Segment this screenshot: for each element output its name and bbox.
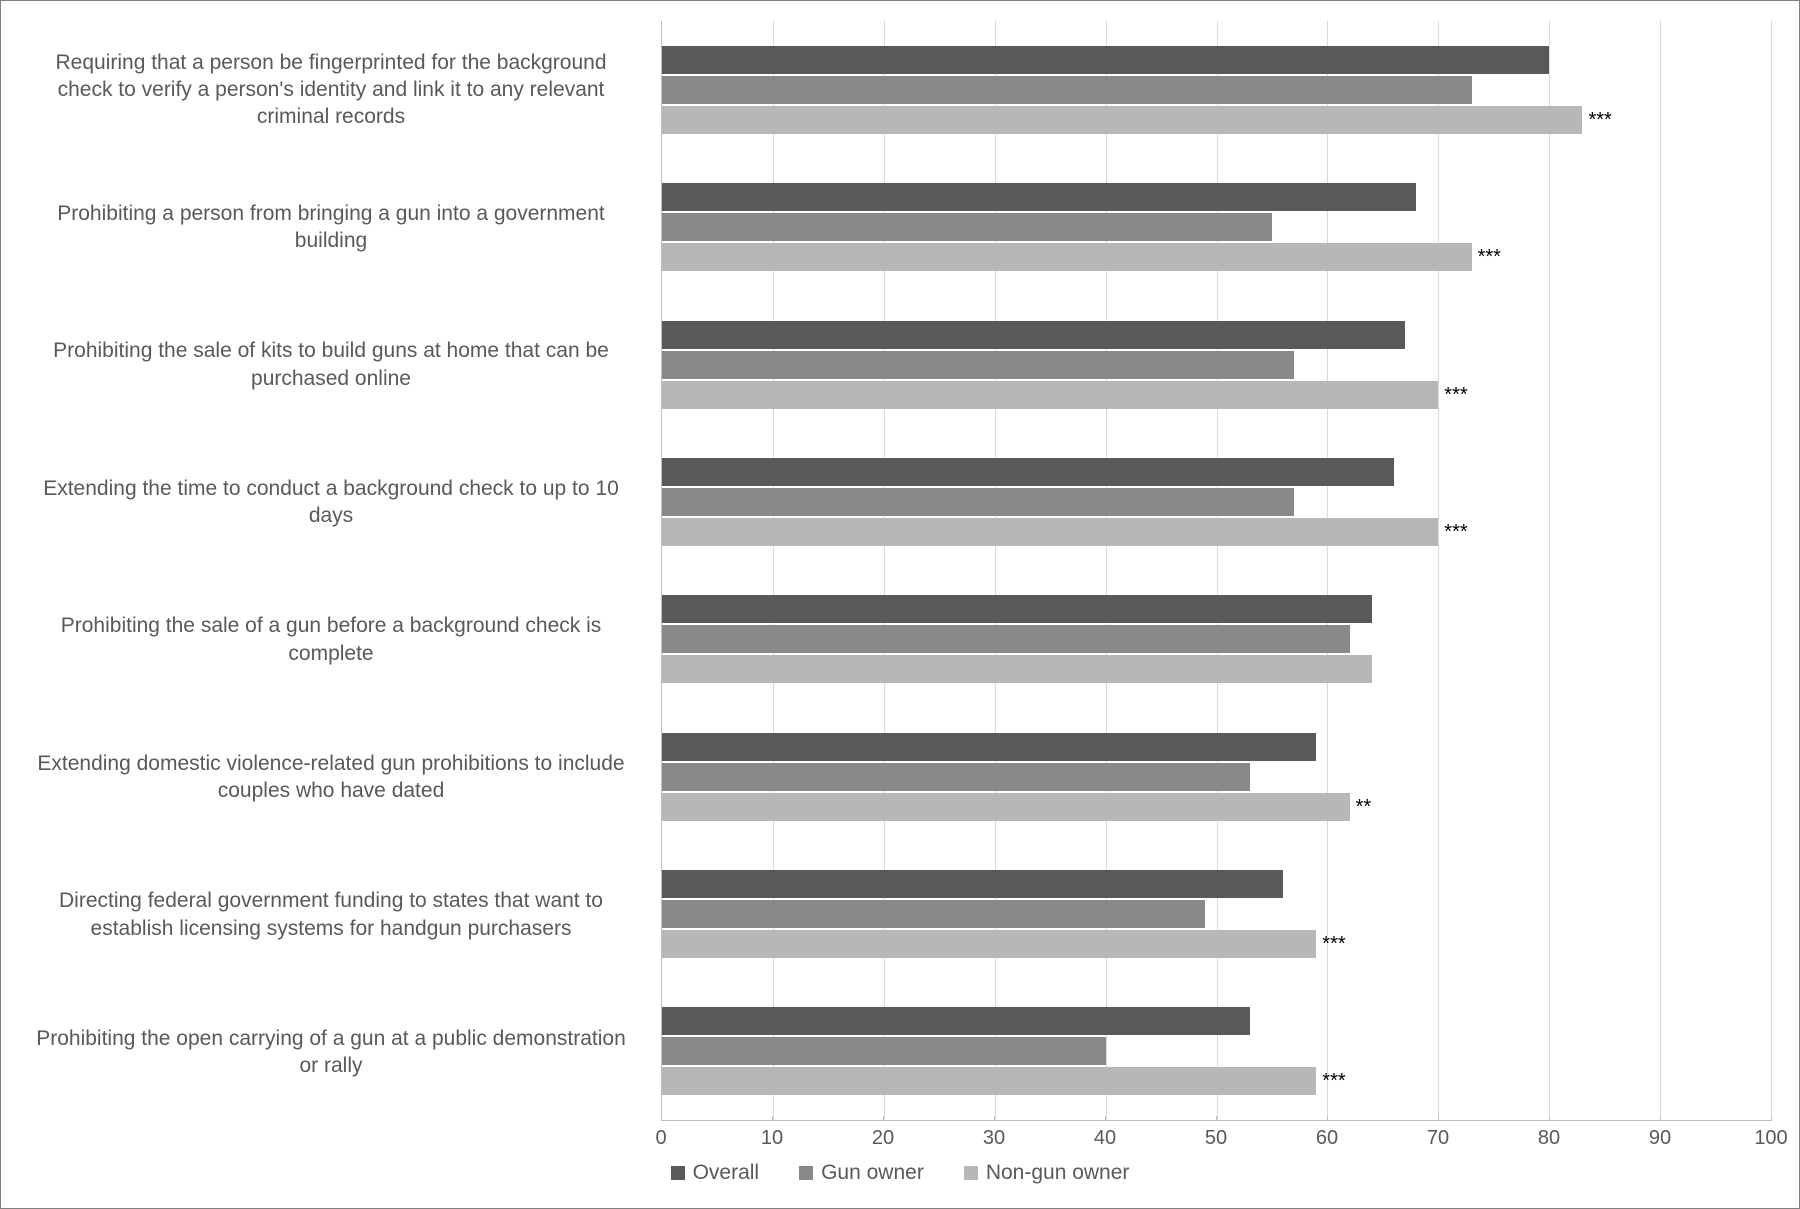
x-tick-label: 90: [1649, 1127, 1671, 1150]
x-tick-label: 20: [872, 1127, 894, 1150]
bar-overall: [662, 595, 1372, 623]
bar-groups: ********************: [662, 21, 1771, 1120]
significance-marker: ***: [1322, 934, 1345, 954]
y-axis-labels: Requiring that a person be fingerprinted…: [21, 21, 641, 1121]
category-label: Prohibiting a person from bringing a gun…: [21, 159, 641, 297]
significance-marker: **: [1356, 797, 1372, 817]
bar-overall: [662, 183, 1416, 211]
legend-item-non-gun-owner: Non-gun owner: [964, 1161, 1130, 1185]
x-axis: 0102030405060708090100: [661, 1121, 1771, 1151]
x-tick-label: 40: [1094, 1127, 1116, 1150]
bar-nongun: [662, 930, 1316, 958]
x-tick-mark: [1105, 1116, 1106, 1121]
legend-label-non-gun-owner: Non-gun owner: [986, 1161, 1130, 1185]
bar-overall: [662, 46, 1549, 74]
bar-nongun: [662, 1067, 1316, 1095]
legend: Overall Gun owner Non-gun owner: [1, 1161, 1799, 1185]
significance-marker: ***: [1444, 522, 1467, 542]
bar-gun: [662, 76, 1472, 104]
chart-container: Requiring that a person be fingerprinted…: [0, 0, 1800, 1209]
category-label: Extending domestic violence-related gun …: [21, 709, 641, 847]
bar-gun: [662, 763, 1250, 791]
category-label: Directing federal government funding to …: [21, 846, 641, 984]
legend-swatch-non-gun-owner: [964, 1166, 978, 1180]
category-label: Requiring that a person be fingerprinted…: [21, 21, 641, 159]
x-tick-mark: [883, 1116, 884, 1121]
category-label: Prohibiting the sale of a gun before a b…: [21, 571, 641, 709]
legend-swatch-overall: [671, 1166, 685, 1180]
bar-overall: [662, 870, 1283, 898]
plot-area: ********************: [661, 21, 1771, 1121]
bar-nongun: [662, 655, 1372, 683]
bar-gun: [662, 213, 1272, 241]
bar-group: **: [662, 708, 1771, 845]
bar-nongun: [662, 106, 1582, 134]
x-tick-mark: [994, 1116, 995, 1121]
legend-swatch-gun-owner: [799, 1166, 813, 1180]
bar-nongun: [662, 793, 1350, 821]
category-label: Extending the time to conduct a backgrou…: [21, 434, 641, 572]
legend-label-gun-owner: Gun owner: [821, 1161, 924, 1185]
legend-item-gun-owner: Gun owner: [799, 1161, 924, 1185]
x-tick-mark: [661, 1116, 662, 1121]
bar-group: ***: [662, 21, 1771, 158]
bar-nongun: [662, 243, 1472, 271]
bar-gun: [662, 625, 1350, 653]
bar-gun: [662, 351, 1294, 379]
bar-overall: [662, 733, 1316, 761]
bar-gun: [662, 1037, 1106, 1065]
category-label: Prohibiting the open carrying of a gun a…: [21, 984, 641, 1122]
bar-group: [662, 571, 1771, 708]
x-tick-mark: [772, 1116, 773, 1121]
bar-overall: [662, 321, 1405, 349]
bar-overall: [662, 1007, 1250, 1035]
x-tick-label: 100: [1754, 1127, 1787, 1150]
bar-gun: [662, 900, 1205, 928]
bar-nongun: [662, 381, 1438, 409]
x-tick-label: 60: [1316, 1127, 1338, 1150]
x-tick-mark: [1549, 1116, 1550, 1121]
bar-nongun: [662, 518, 1438, 546]
bar-group: ***: [662, 296, 1771, 433]
x-tick-label: 0: [655, 1127, 666, 1150]
x-tick-label: 30: [983, 1127, 1005, 1150]
bar-overall: [662, 458, 1394, 486]
x-tick-mark: [1438, 1116, 1439, 1121]
x-tick-mark: [1216, 1116, 1217, 1121]
significance-marker: ***: [1444, 385, 1467, 405]
significance-marker: ***: [1322, 1071, 1345, 1091]
bar-group: ***: [662, 983, 1771, 1120]
legend-label-overall: Overall: [693, 1161, 760, 1185]
category-label: Prohibiting the sale of kits to build gu…: [21, 296, 641, 434]
legend-item-overall: Overall: [671, 1161, 760, 1185]
x-tick-mark: [1660, 1116, 1661, 1121]
bar-group: ***: [662, 158, 1771, 295]
x-tick-label: 80: [1538, 1127, 1560, 1150]
gridline: [1771, 21, 1772, 1120]
bar-group: ***: [662, 433, 1771, 570]
bar-group: ***: [662, 845, 1771, 982]
significance-marker: ***: [1588, 110, 1611, 130]
x-tick-label: 50: [1205, 1127, 1227, 1150]
significance-marker: ***: [1478, 247, 1501, 267]
x-tick-mark: [1771, 1116, 1772, 1121]
x-tick-mark: [1327, 1116, 1328, 1121]
bar-gun: [662, 488, 1294, 516]
x-tick-label: 70: [1427, 1127, 1449, 1150]
x-tick-label: 10: [761, 1127, 783, 1150]
